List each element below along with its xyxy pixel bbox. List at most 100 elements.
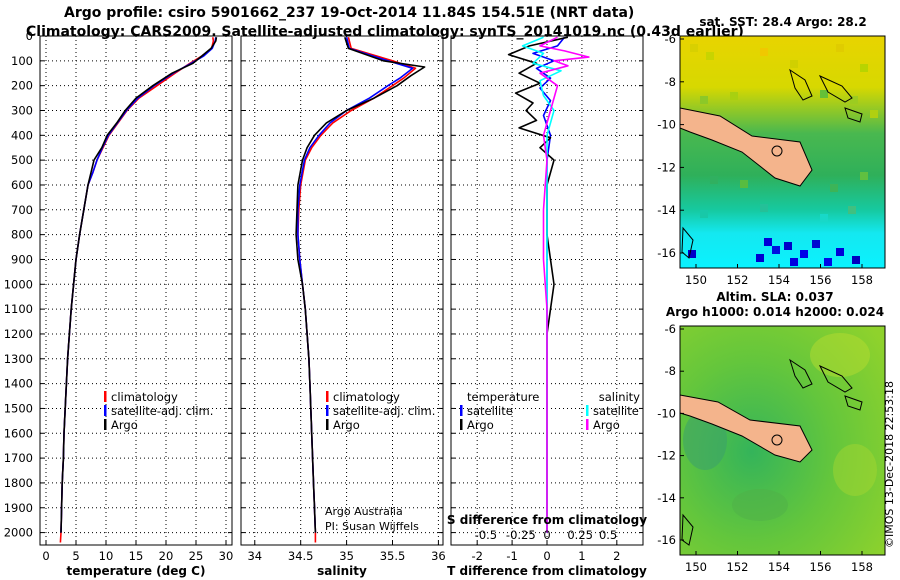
legend-label-satellite: satellite-adj. clim.	[111, 404, 213, 418]
sla-blob-high-2	[833, 444, 877, 496]
lon-tick-label: 158	[851, 560, 873, 574]
temperature-frame	[39, 35, 233, 546]
difference-frame	[450, 35, 644, 546]
lat-tick-label: -16	[657, 246, 676, 260]
sst-pixel	[820, 214, 828, 222]
temperature-x-ticks: 0 5 10 15 20 25 30	[42, 549, 233, 563]
salinity-panel: 34 34.5 35 35.5 36 salinity climatology sate…	[240, 35, 446, 578]
x-tick-label: -2	[471, 549, 482, 563]
salinity-xlabel: salinity	[317, 564, 367, 578]
sst-pixel	[860, 64, 868, 72]
depth-tick-label: 800	[11, 228, 33, 242]
sst-pixel	[730, 92, 738, 100]
sst-pixel	[710, 176, 718, 184]
temperature-xlabel: temperature (deg C)	[67, 564, 206, 578]
sst-map-frame	[679, 35, 886, 269]
difference-x-ticks: -2 -1 0 1 2	[471, 549, 620, 563]
lat-tick-label: -8	[665, 75, 676, 89]
sla-island-3	[844, 395, 863, 411]
sla-blob-high-1	[810, 333, 870, 377]
x-tick-label: 35.5	[380, 549, 406, 563]
sla-blob-low-2	[732, 489, 788, 521]
series-line-argo	[295, 36, 426, 533]
salinity-grid	[241, 35, 443, 545]
sst-map-title: sat. SST: 28.4 Argo: 28.2	[699, 15, 866, 29]
sst-pixel	[852, 256, 860, 264]
salinity-difference-ticks: -0.5 -0.25 0 0.25 0.5	[475, 528, 618, 542]
lat-tick-label: -6	[665, 322, 676, 336]
lat-tick-label: -16	[657, 533, 676, 547]
legend-swatch-climatology	[326, 391, 329, 402]
imos-credit: ©IMOS 13-Dec-2018 22:53:18	[883, 381, 896, 548]
lat-tick-label: -8	[665, 364, 676, 378]
series-line-satellite-adj-clim-	[297, 37, 414, 533]
sst-pixel-blocks	[688, 44, 878, 266]
series-line-argo	[60, 37, 218, 533]
s-diff-tick-label: 0.25	[567, 528, 593, 542]
x-tick-label: 15	[129, 549, 144, 563]
legend-swatch-satellite	[326, 405, 329, 416]
temperature-legend: climatology satellite-adj. clim. Argo	[104, 390, 213, 432]
sst-pixel	[848, 206, 856, 214]
depth-tick-label: 1500	[4, 401, 33, 415]
temperature-lines	[59, 37, 218, 543]
sst-pixel	[784, 242, 792, 250]
t-difference-xlabel: T difference from climatology	[447, 564, 647, 578]
lon-tick-label: 150	[685, 560, 707, 574]
sst-landmass-png	[679, 107, 813, 187]
legend-swatch-s-satellite	[586, 405, 589, 416]
depth-tick-label: 1600	[4, 426, 33, 440]
sst-pixel	[824, 258, 832, 266]
sst-pixel	[760, 204, 768, 212]
legend-label-argo: Argo	[111, 418, 138, 432]
sla-island-4	[681, 513, 694, 546]
lat-tick-label: -12	[657, 449, 676, 463]
depth-tick-label: 500	[11, 153, 33, 167]
difference-lines	[507, 36, 590, 533]
lat-tick-label: -10	[657, 406, 676, 420]
sla-map-panel: Altim. SLA: 0.037 Argo h1000: 0.014 h200…	[657, 290, 886, 574]
depth-tick-label: 600	[11, 178, 33, 192]
legend-swatch-s-argo	[586, 419, 589, 430]
sla-map-title-2: Argo h1000: 0.014 h2000: 0.024	[666, 305, 884, 319]
series-line-t-argo	[507, 36, 569, 533]
sla-lon-ticks: 150 152 154 156 158	[685, 551, 873, 574]
sst-pixel	[690, 44, 698, 52]
x-tick-label: 30	[219, 549, 234, 563]
s-diff-tick-label: -0.5	[475, 528, 497, 542]
sst-pixel	[836, 248, 844, 256]
depth-tick-label: 700	[11, 203, 33, 217]
depth-tick-label: 1700	[4, 451, 33, 465]
sst-pixel	[860, 172, 868, 180]
depth-tick-label: 1000	[4, 277, 33, 291]
x-tick-label: 10	[99, 549, 114, 563]
sst-pixel	[836, 44, 844, 52]
salinity-frame	[240, 35, 444, 546]
sst-lat-ticks: -6 -8 -10 -12 -14 -16	[657, 32, 684, 260]
legend-label-argo: Argo	[333, 418, 360, 432]
lon-tick-label: 152	[727, 273, 749, 287]
legend-swatch-argo	[326, 419, 329, 430]
title-line-1: Argo profile: csiro 5901662_237 19-Oct-2…	[64, 5, 634, 21]
lon-tick-label: 154	[768, 273, 790, 287]
credit-pi: PI: Susan Wijffels	[325, 520, 419, 533]
depth-tick-label: 900	[11, 252, 33, 266]
x-tick-label: 5	[72, 549, 79, 563]
x-tick-label: 0	[42, 549, 49, 563]
sla-landmass-png	[679, 394, 813, 463]
sst-pixel	[850, 96, 858, 104]
series-line-s-satellite	[521, 36, 562, 533]
depth-axis: 0 100 200 300 400 500 600 700 800 900 1000 1100 1200…	[4, 29, 33, 540]
x-tick-label: 36	[431, 549, 446, 563]
sst-pixel	[790, 258, 798, 266]
legend-swatch-t-argo	[460, 419, 463, 430]
sst-pixel	[800, 250, 808, 258]
s-difference-label: S difference from climatology	[447, 513, 647, 527]
sst-pixel	[706, 52, 714, 60]
temperature-grid	[40, 35, 232, 545]
s-diff-tick-label: 0	[543, 528, 550, 542]
legend-title-temperature: temperature	[467, 390, 539, 404]
legend-label-climatology: climatology	[111, 390, 178, 404]
legend-label-s-argo: Argo	[593, 418, 620, 432]
